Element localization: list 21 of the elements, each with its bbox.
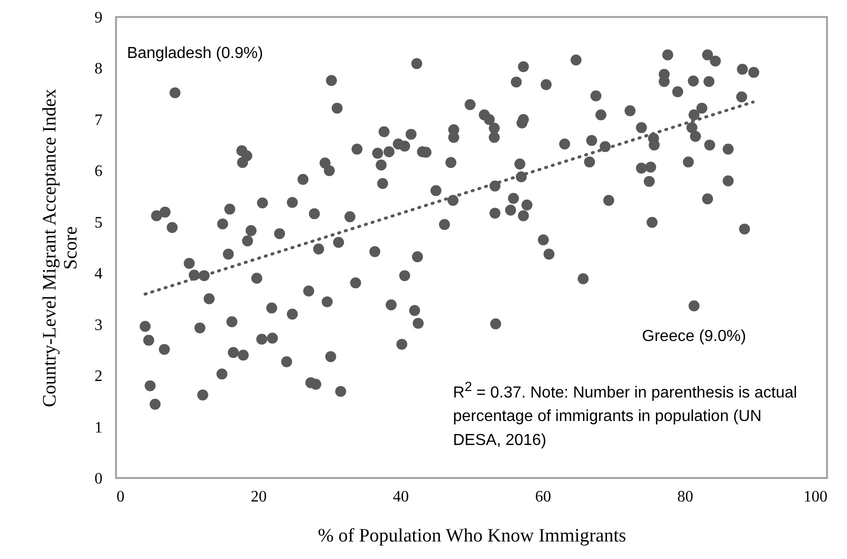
x-tick-label: 40: [392, 488, 409, 506]
y-tick-label: 2: [94, 368, 102, 386]
y-tick-label: 7: [94, 112, 102, 129]
y-tick-label: 0: [94, 470, 102, 488]
y-tick-label: 8: [94, 60, 102, 78]
x-tick-label: 20: [250, 488, 267, 506]
y-axis-title: Country-Level Migrant Acceptance Index Score: [40, 88, 82, 408]
annotation: Bangladesh (0.9%): [126, 44, 264, 62]
x-tick-label: 80: [677, 488, 694, 506]
annotation: Greece (9.0%): [642, 328, 746, 345]
x-tick-label: 60: [535, 488, 552, 506]
x-axis-title: % of Population Who Know Immigrants: [318, 526, 626, 546]
y-tick-label: 5: [94, 214, 102, 232]
y-tick-label: 4: [94, 266, 102, 283]
annotation: R$^{2}$ = 0.37. Note: Number in parenthesis is actual percentage of immigrants in population (UN DESA, 2016): [453, 378, 798, 452]
y-tick-label: 9: [94, 10, 102, 26]
y-tick-label: 3: [94, 316, 102, 334]
x-tick-label: 0: [116, 488, 124, 506]
y-tick-label: 1: [94, 419, 102, 436]
x-tick-label: 100: [804, 488, 828, 506]
y-tick-label: 6: [94, 163, 102, 180]
